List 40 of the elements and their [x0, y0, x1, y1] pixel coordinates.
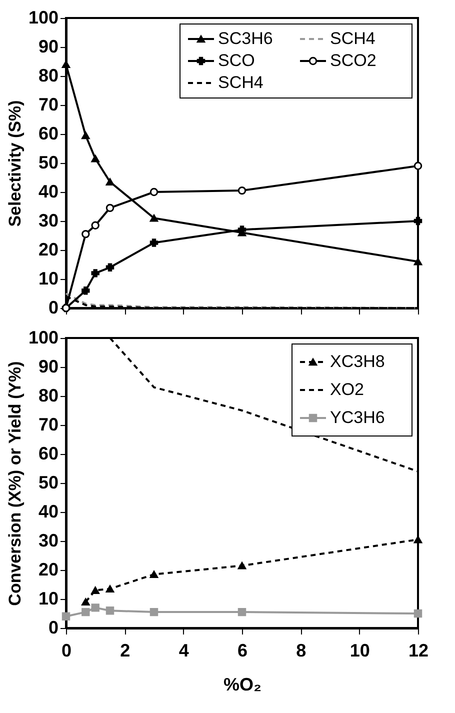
legend-label: XC3H8	[330, 352, 385, 371]
y-tick-label: 90	[38, 36, 58, 56]
y-tick-label: 80	[38, 386, 58, 406]
y-axis-title: Selectivity (S%)	[5, 100, 24, 227]
y-tick-label: 90	[38, 356, 58, 376]
y-tick-label: 50	[38, 152, 58, 172]
y-tick-label: 100	[28, 8, 58, 28]
y-tick-label: 40	[38, 502, 58, 522]
y-tick-label: 30	[38, 210, 58, 230]
y-tick-label: 20	[38, 560, 58, 580]
legend-label: SCO	[218, 51, 255, 70]
legend-label: SCH4	[330, 29, 376, 48]
y-tick-label: 60	[38, 124, 58, 144]
y-axis-title: Conversion (X%) or Yield (Y%)	[5, 361, 24, 606]
y-tick-label: 60	[38, 444, 58, 464]
legend-label: SCO2	[330, 51, 376, 70]
y-tick-label: 100	[28, 328, 58, 348]
x-tick-label: 10	[350, 640, 370, 660]
y-tick-label: 0	[48, 618, 58, 638]
legend-label: SC3H6	[218, 29, 273, 48]
x-tick-label: 4	[178, 640, 189, 660]
y-tick-label: 20	[38, 240, 58, 260]
y-tick-label: 30	[38, 530, 58, 550]
y-tick-label: 50	[38, 472, 58, 492]
y-tick-label: 70	[38, 94, 58, 114]
x-axis-title: %O₂	[223, 674, 262, 694]
x-tick-label: 2	[120, 640, 130, 660]
y-tick-label: 10	[38, 588, 58, 608]
legend-label: YC3H6	[330, 408, 385, 427]
y-tick-label: 80	[38, 66, 58, 86]
x-tick-label: 0	[61, 640, 72, 660]
x-tick-label: 12	[408, 640, 429, 660]
y-tick-label: 70	[38, 414, 58, 434]
y-tick-label: 10	[38, 268, 58, 288]
y-tick-label: 0	[48, 298, 58, 318]
x-tick-label: 6	[237, 640, 248, 660]
x-tick-label: 8	[296, 640, 306, 660]
legend-label: SCH4	[218, 73, 264, 92]
y-tick-label: 40	[38, 182, 58, 202]
legend-label: XO2	[330, 380, 364, 399]
